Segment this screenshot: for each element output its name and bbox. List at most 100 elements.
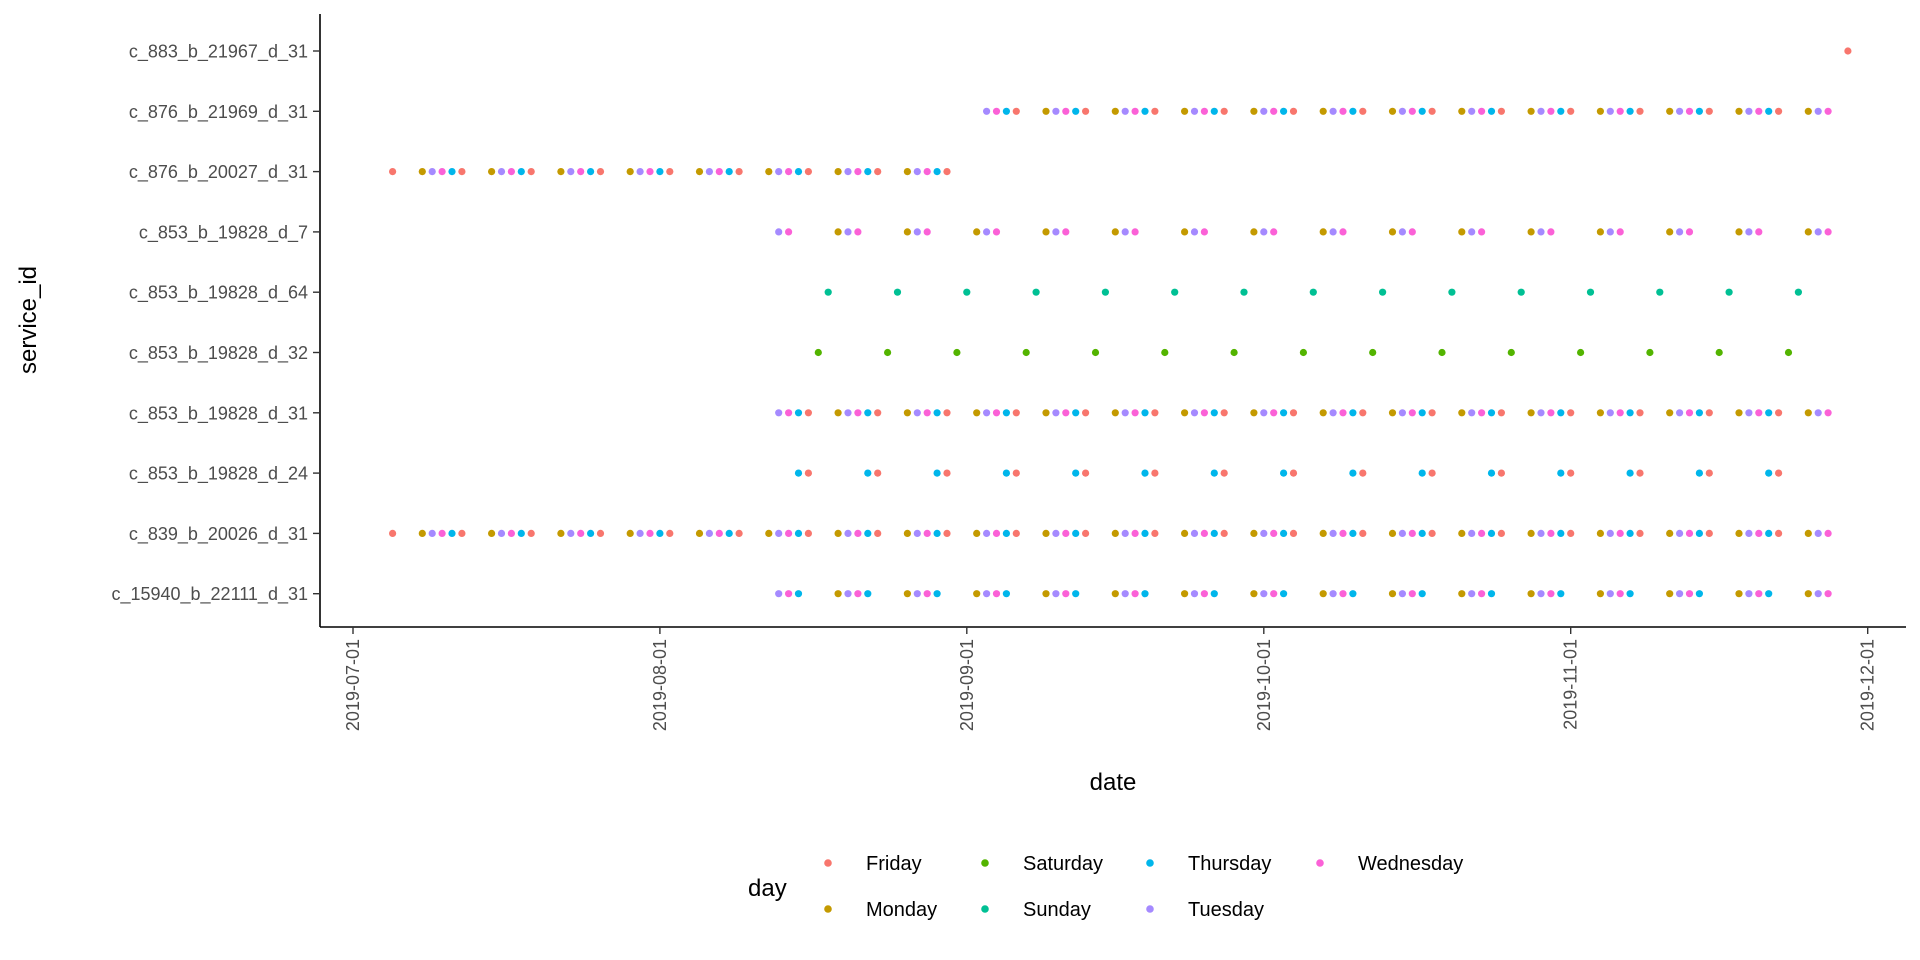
data-point — [1616, 529, 1624, 538]
data-point — [448, 529, 456, 538]
data-point — [1408, 590, 1416, 598]
data-point — [903, 529, 912, 538]
data-point — [1349, 590, 1357, 598]
data-point — [913, 228, 921, 236]
data-point — [1280, 469, 1288, 477]
data-point — [1250, 590, 1258, 598]
data-point — [1527, 228, 1535, 236]
data-point — [1408, 529, 1416, 538]
data-point — [1082, 529, 1090, 538]
data-point — [1210, 529, 1218, 538]
data-point — [775, 228, 783, 236]
data-point — [933, 590, 941, 598]
data-point — [1091, 348, 1100, 357]
data-point — [1022, 348, 1030, 357]
y-tick-label: c_853_b_19828_d_24 — [129, 464, 308, 485]
series-c_876_b_20027_d_31 — [389, 168, 951, 176]
data-point — [1735, 107, 1743, 115]
data-point — [1111, 107, 1119, 115]
data-point — [418, 529, 426, 538]
data-point — [636, 168, 644, 176]
data-point — [1280, 590, 1288, 598]
data-point — [1705, 107, 1713, 115]
data-point — [1428, 409, 1436, 417]
data-point — [1497, 107, 1505, 115]
data-point — [1755, 529, 1763, 538]
data-point — [804, 529, 813, 538]
data-point — [1557, 469, 1565, 477]
y-tick-label: c_839_b_20026_d_31 — [129, 524, 308, 545]
data-point — [1052, 228, 1060, 236]
data-point — [1804, 107, 1812, 115]
data-point — [1200, 409, 1208, 417]
data-point — [1329, 409, 1337, 417]
data-point — [1695, 409, 1703, 417]
y-tick-label: c_853_b_19828_d_32 — [129, 343, 308, 364]
series-c_853_b_19828_d_7 — [775, 228, 1832, 236]
data-point — [1210, 107, 1218, 115]
data-point — [1547, 409, 1555, 417]
x-tick-label: 2019-07-01 — [343, 639, 363, 731]
data-point — [1319, 590, 1327, 598]
data-point — [1260, 228, 1268, 236]
data-point — [854, 228, 862, 236]
data-point — [973, 409, 981, 417]
data-point — [527, 529, 535, 538]
data-point — [577, 168, 585, 176]
legend-label: Wednesday — [1358, 853, 1463, 875]
plot-area — [389, 47, 1852, 598]
data-point — [923, 168, 931, 176]
data-point — [844, 409, 852, 417]
data-point — [715, 529, 723, 538]
data-point — [448, 168, 456, 176]
data-point — [1814, 590, 1822, 598]
data-point — [1487, 409, 1496, 417]
data-point — [1280, 409, 1288, 417]
data-point — [1270, 107, 1278, 115]
data-point — [794, 469, 803, 477]
data-point — [1666, 409, 1674, 417]
data-point — [1487, 469, 1496, 477]
data-point — [1002, 590, 1011, 598]
data-point — [1151, 409, 1159, 417]
data-point — [1765, 590, 1773, 598]
data-point — [1775, 529, 1783, 538]
data-point — [1676, 590, 1684, 598]
data-point — [705, 168, 714, 176]
data-point — [844, 529, 852, 538]
data-point — [1408, 107, 1416, 115]
data-point — [567, 168, 575, 176]
data-point — [765, 529, 773, 538]
data-point — [1250, 228, 1258, 236]
legend: day Friday Monday Saturday Sunday Thursday Tu… — [748, 853, 1463, 921]
data-point — [854, 590, 862, 598]
data-point — [1666, 107, 1674, 115]
data-point — [1190, 228, 1199, 236]
data-point — [1448, 288, 1456, 296]
data-point — [1131, 228, 1139, 236]
data-point — [1745, 228, 1753, 236]
data-point — [389, 529, 397, 538]
data-point — [785, 529, 793, 538]
data-point — [1052, 529, 1060, 538]
data-point — [1072, 529, 1080, 538]
data-point — [1042, 107, 1050, 115]
data-point — [775, 529, 783, 538]
data-point — [1141, 107, 1149, 115]
data-point — [1755, 228, 1763, 236]
data-point — [874, 409, 882, 417]
data-point — [1230, 348, 1238, 357]
data-point — [1349, 529, 1357, 538]
data-point — [923, 529, 931, 538]
data-point — [1596, 529, 1604, 538]
data-point — [1002, 469, 1011, 477]
data-point — [1695, 529, 1703, 538]
series-c_876_b_21969_d_31 — [983, 107, 1832, 115]
data-point — [1319, 228, 1327, 236]
data-point — [1111, 228, 1119, 236]
data-point — [1349, 409, 1357, 417]
data-point — [1200, 228, 1208, 236]
data-point — [438, 168, 446, 176]
legend-label: Sunday — [1023, 899, 1091, 921]
data-point — [1280, 529, 1288, 538]
